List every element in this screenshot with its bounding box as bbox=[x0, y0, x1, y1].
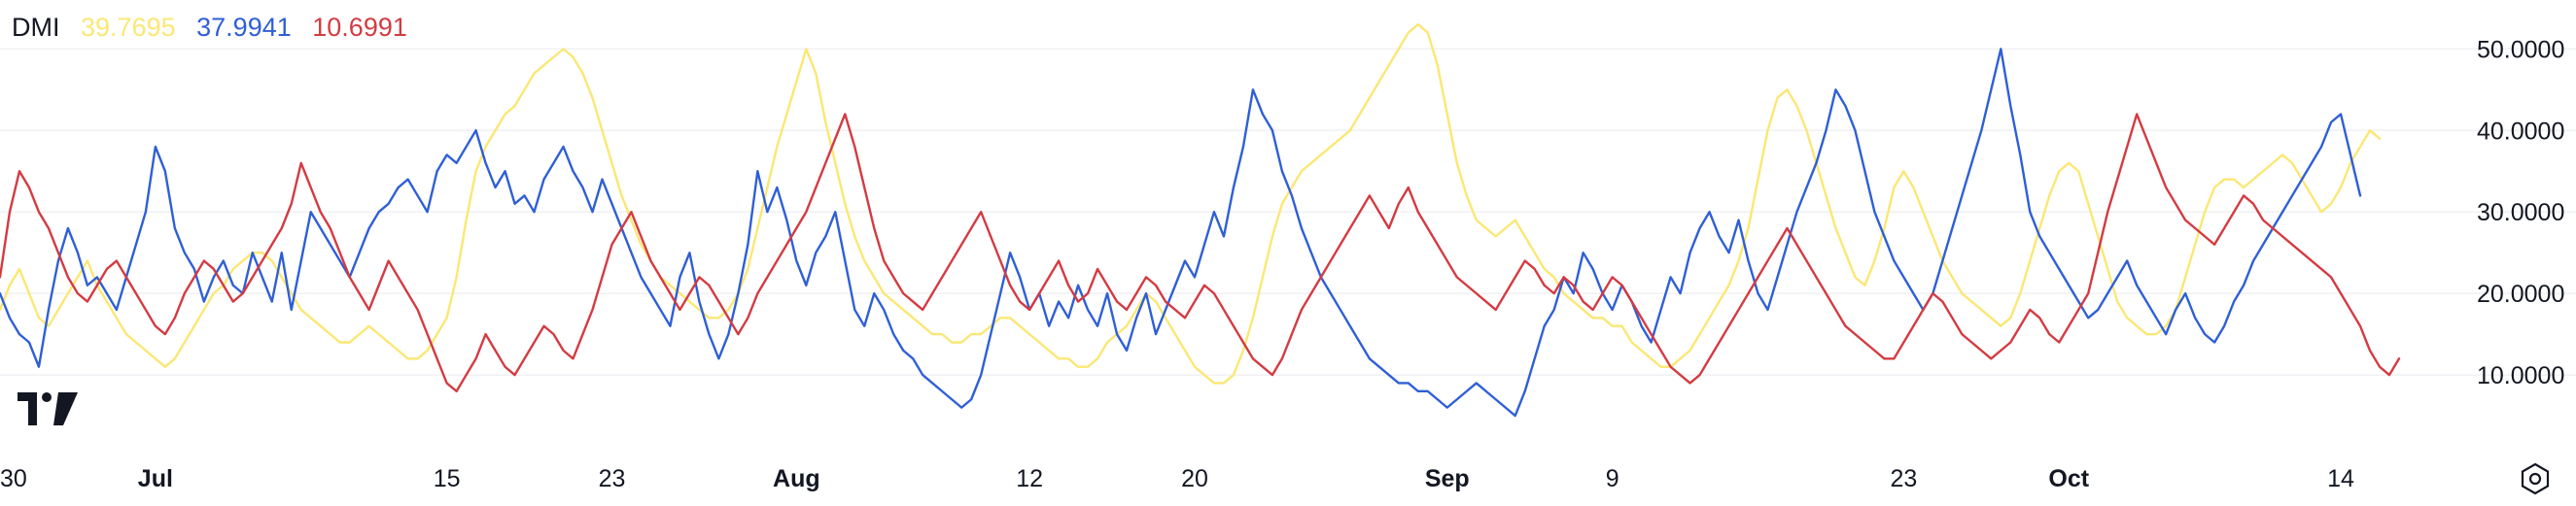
x-tick-label: Sep bbox=[1425, 465, 1470, 492]
x-tick-label: 15 bbox=[434, 465, 461, 492]
x-tick-label: 30 bbox=[0, 465, 27, 492]
series-line-minus-di[interactable] bbox=[0, 113, 2401, 393]
y-tick-label: 40.0000 bbox=[2477, 118, 2564, 145]
x-tick-label: 20 bbox=[1181, 465, 1208, 492]
x-tick-label: 23 bbox=[1890, 465, 1917, 492]
minus-di-value: 10.6991 bbox=[312, 13, 407, 42]
plus-di-value: 37.9941 bbox=[196, 13, 292, 42]
y-axis[interactable]: 10.0000 20.0000 30.0000 40.0000 50.0000 bbox=[2477, 36, 2564, 389]
series-line-plus-di[interactable] bbox=[0, 48, 2362, 418]
x-tick-label: 9 bbox=[1606, 465, 1619, 492]
series-layer bbox=[0, 22, 2401, 418]
x-tick-label: Aug bbox=[773, 465, 820, 492]
y-tick-label: 50.0000 bbox=[2477, 36, 2564, 63]
x-tick-label: 12 bbox=[1016, 465, 1043, 492]
x-axis[interactable]: 30 Jul 15 23 Aug 12 20 Sep 9 23 Oct 14 bbox=[0, 465, 2354, 492]
settings-gear-icon[interactable] bbox=[2521, 462, 2550, 495]
x-tick-label: 14 bbox=[2327, 465, 2354, 492]
x-tick-label: 23 bbox=[599, 465, 626, 492]
tradingview-logo-icon[interactable] bbox=[17, 392, 78, 425]
y-tick-label: 20.0000 bbox=[2477, 281, 2564, 308]
indicator-legend[interactable]: DMI 39.7695 37.9941 10.6991 bbox=[12, 10, 421, 45]
indicator-name[interactable]: DMI bbox=[12, 13, 60, 42]
adx-value: 39.7695 bbox=[81, 13, 176, 42]
grid-lines bbox=[0, 48, 2576, 376]
x-tick-label: Jul bbox=[138, 465, 173, 492]
y-tick-label: 30.0000 bbox=[2477, 199, 2564, 226]
x-tick-label: Oct bbox=[2048, 465, 2089, 492]
series-line-adx[interactable] bbox=[0, 22, 2382, 385]
y-tick-label: 10.0000 bbox=[2477, 362, 2564, 389]
